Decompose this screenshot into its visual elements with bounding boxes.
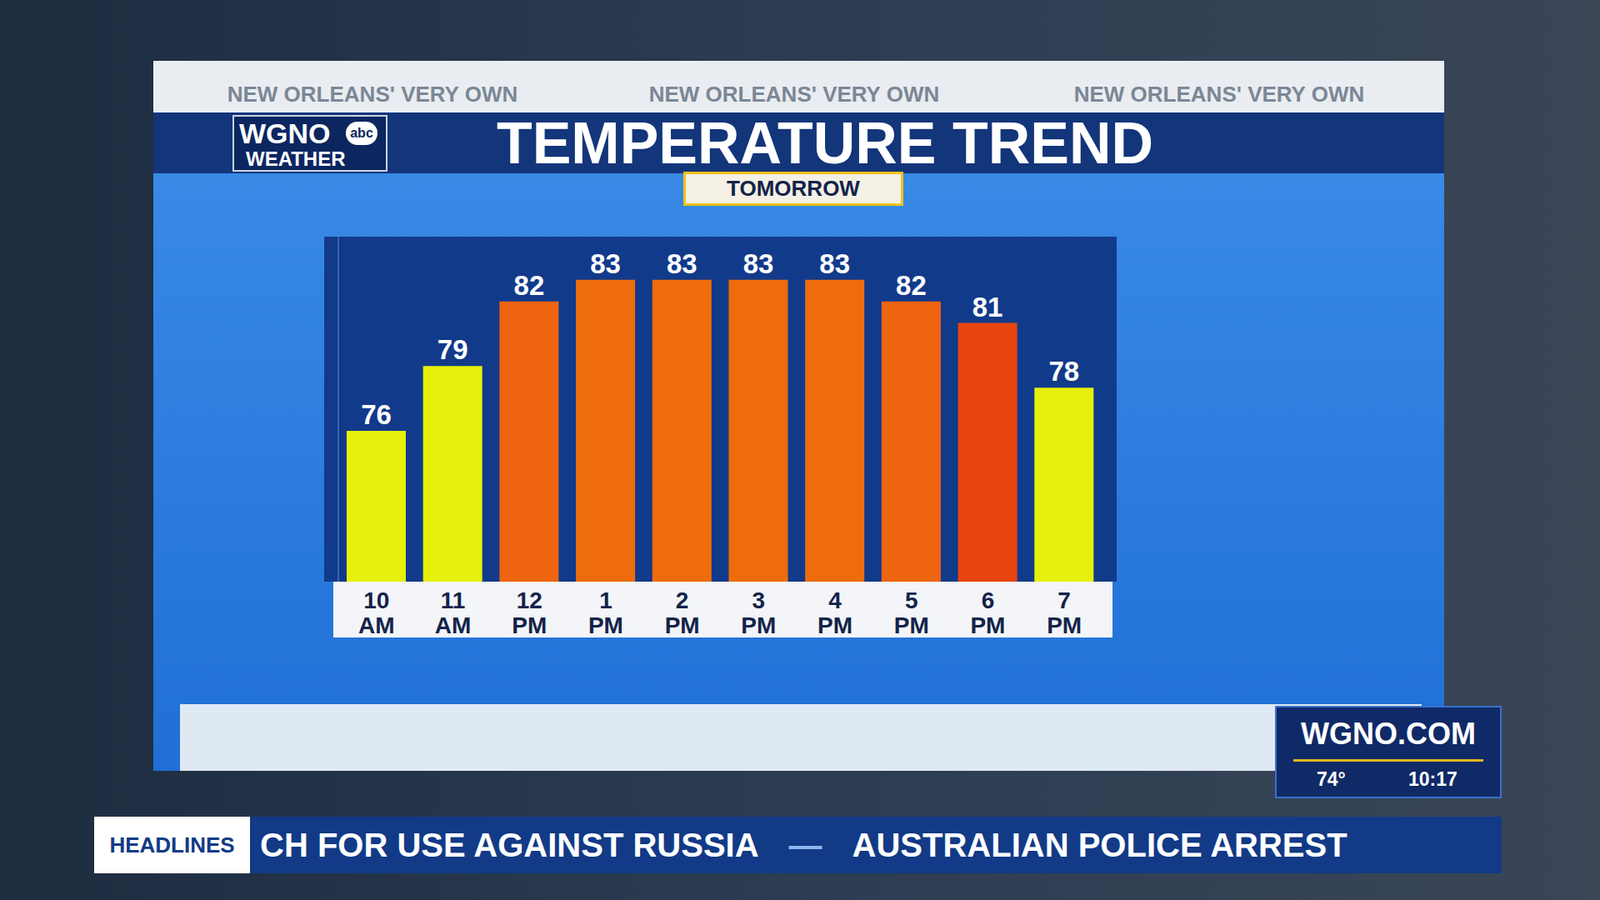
html-text:WGNO: WGNO (239, 117, 331, 150)
html-text:abc: abc (350, 125, 374, 140)
html-text:NEW ORLEANS' VERY OWN: NEW ORLEANS' VERY OWN (648, 81, 940, 107)
html-text:74°: 74° (1316, 768, 1346, 790)
html-text:AUSTRALIAN POLICE ARREST: AUSTRALIAN POLICE ARREST (852, 826, 1348, 863)
svg-text:3PM: 3PM (740, 587, 776, 638)
svg-text:78: 78 (1048, 355, 1080, 387)
html-text:HEADLINES: HEADLINES (109, 832, 235, 858)
html-text:NEW ORLEANS' VERY OWN: NEW ORLEANS' VERY OWN (1073, 81, 1365, 107)
html-text:TOMORROW: TOMORROW (726, 175, 860, 201)
svg-text:79: 79 (437, 334, 469, 365)
svg-text:5PM: 5PM (894, 587, 930, 638)
svg-text:83: 83 (666, 248, 698, 280)
svg-text:83: 83 (590, 248, 621, 280)
svg-text:81: 81 (972, 291, 1004, 323)
html-text:TEMPERATURE TREND: TEMPERATURE TREND (496, 110, 1154, 176)
svg-text:10AM: 10AM (358, 587, 395, 638)
html-text:CH FOR USE AGAINST RUSSIA: CH FOR USE AGAINST RUSSIA (260, 826, 759, 863)
svg-text:2PM: 2PM (665, 587, 700, 638)
svg-text:83: 83 (743, 248, 775, 280)
svg-text:82: 82 (514, 270, 545, 301)
html-text:WGNO.COM: WGNO.COM (1300, 716, 1476, 751)
svg-text:6PM: 6PM (970, 587, 1005, 638)
svg-text:4PM: 4PM (817, 587, 853, 638)
svg-text:11AM: 11AM (435, 587, 472, 638)
svg-text:1PM: 1PM (588, 587, 624, 638)
svg-text:12PM: 12PM (511, 587, 547, 638)
svg-text:7PM: 7PM (1046, 587, 1082, 638)
html-text:NEW ORLEANS' VERY OWN: NEW ORLEANS' VERY OWN (227, 81, 518, 107)
svg-text:83: 83 (819, 248, 850, 280)
svg-text:76: 76 (360, 399, 392, 430)
html-text:WEATHER: WEATHER (245, 147, 346, 170)
html-text:10:17: 10:17 (1408, 768, 1458, 790)
svg-text:82: 82 (895, 270, 927, 301)
